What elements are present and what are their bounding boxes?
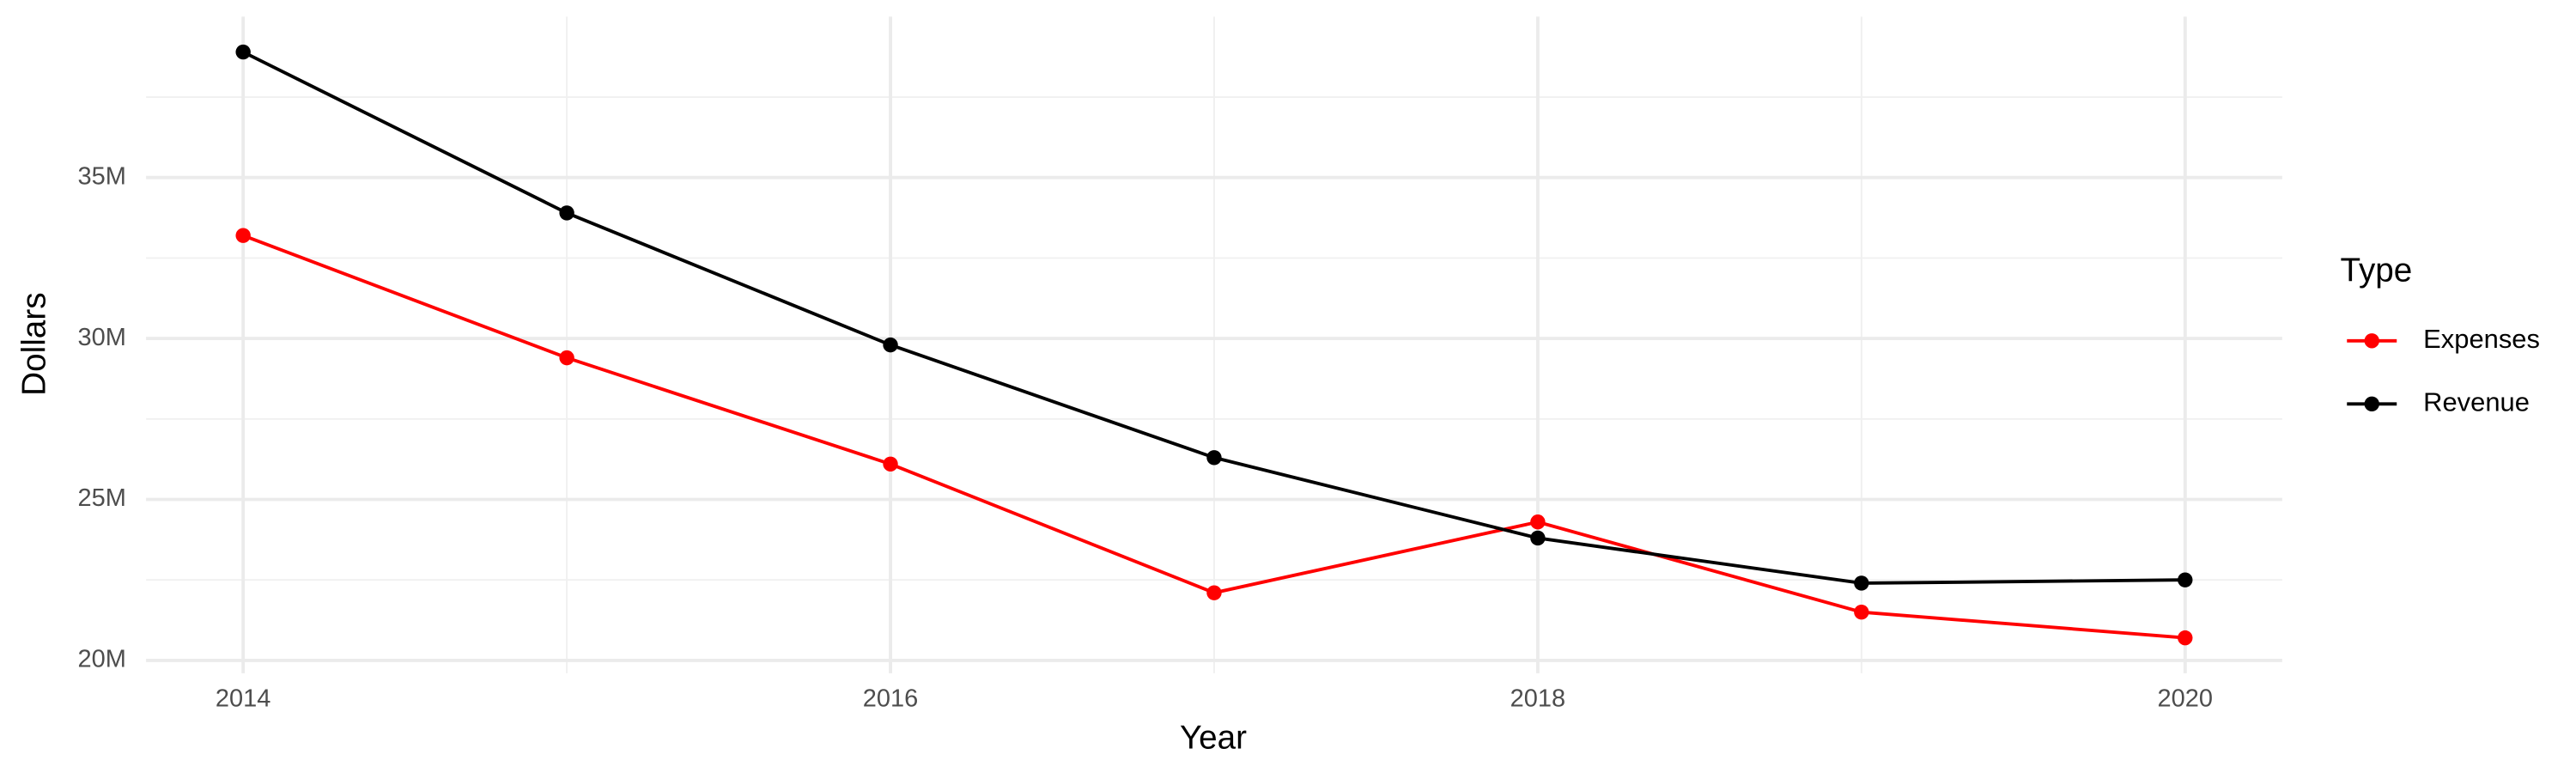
x-axis-title: Year bbox=[1180, 719, 1247, 756]
legend-label: Revenue bbox=[2423, 386, 2530, 417]
data-point bbox=[1530, 530, 1546, 546]
data-point bbox=[235, 228, 251, 243]
y-tick-label: 30M bbox=[78, 324, 126, 351]
y-tick-label: 25M bbox=[78, 484, 126, 512]
data-point bbox=[2178, 630, 2193, 646]
data-point bbox=[883, 337, 898, 353]
x-tick-label: 2014 bbox=[216, 685, 270, 712]
data-point bbox=[235, 44, 251, 60]
x-tick-label: 2018 bbox=[1510, 685, 1565, 712]
y-tick-label: 35M bbox=[78, 162, 126, 190]
data-point bbox=[2178, 572, 2193, 587]
data-point bbox=[559, 350, 574, 366]
legend-title: Type bbox=[2341, 253, 2413, 289]
x-tick-label: 2016 bbox=[863, 685, 918, 712]
y-axis-title: Dollars bbox=[16, 292, 53, 395]
data-point bbox=[559, 205, 574, 221]
data-point bbox=[883, 456, 898, 472]
data-point bbox=[1206, 585, 1222, 600]
data-point bbox=[1530, 514, 1546, 530]
legend-key-point bbox=[2364, 396, 2379, 412]
x-tick-label: 2020 bbox=[2158, 685, 2213, 712]
legend-key-point bbox=[2364, 333, 2379, 349]
y-tick-label: 20M bbox=[78, 646, 126, 673]
data-point bbox=[1206, 450, 1222, 466]
data-point bbox=[1854, 604, 1869, 620]
legend-label: Expenses bbox=[2423, 324, 2540, 354]
data-point bbox=[1854, 575, 1869, 591]
